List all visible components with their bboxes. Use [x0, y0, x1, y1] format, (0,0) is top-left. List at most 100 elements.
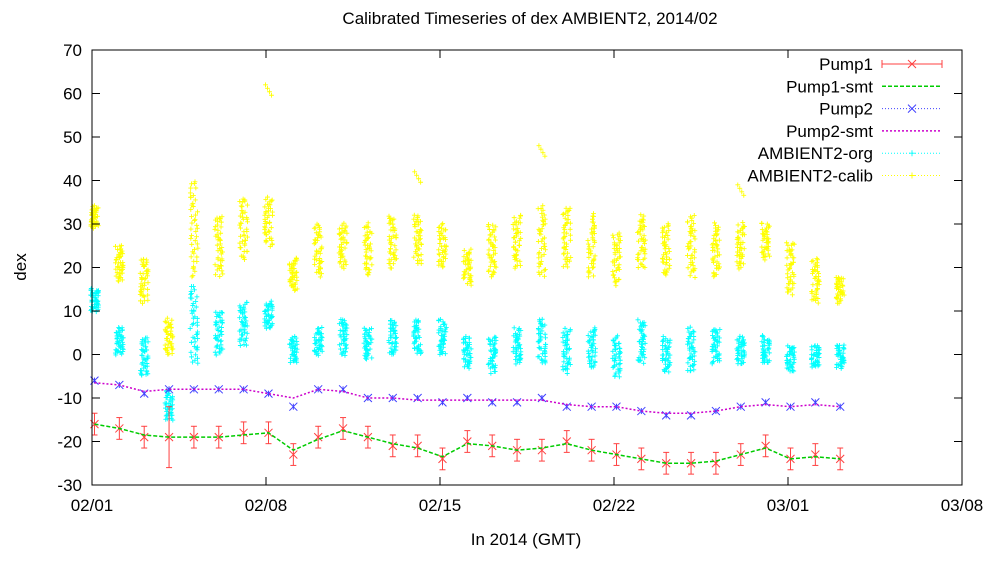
ambient2-calib-point [391, 255, 397, 261]
ambient2-calib-point [238, 253, 244, 259]
ambient2-calib-point [666, 222, 671, 228]
ambient2-calib-point [590, 234, 596, 240]
ambient2-calib-point [315, 222, 321, 228]
ambient2-calib-point [314, 248, 319, 254]
ambient2-org-point [740, 348, 746, 354]
ambient2-calib-point [244, 226, 250, 232]
ambient2-calib-point [762, 245, 768, 251]
ambient2-org-point [665, 358, 671, 364]
ambient2-calib-point [790, 270, 795, 276]
ambient2-calib-point [341, 220, 347, 226]
y-tick-label: -30 [57, 476, 82, 495]
ambient2-calib-point [785, 281, 791, 287]
ambient2-org-point [342, 318, 347, 324]
ambient2-calib-point [413, 250, 419, 256]
legend-label-pump2: Pump2 [819, 100, 873, 119]
x-tick-label: 02/08 [245, 496, 288, 515]
x-tick-label: 03/01 [767, 496, 810, 515]
ambient2-calib-point [217, 215, 222, 221]
ambient2-org-point [194, 294, 200, 300]
ambient2-calib-point [311, 225, 317, 231]
ambient2-calib-point [641, 247, 647, 253]
ambient2-org-point [366, 351, 371, 357]
ambient2-calib-point [489, 257, 495, 263]
ambient2-calib-point [139, 287, 145, 292]
ambient2-calib-point [342, 257, 348, 263]
ambient2-org-point [760, 343, 766, 349]
ambient2-calib-point [394, 256, 399, 262]
ambient2-org-point [114, 347, 120, 353]
ambient2-org-point [341, 348, 346, 354]
ambient2-org-point [463, 346, 469, 352]
ambient2-org-point [542, 358, 548, 364]
ambient2-calib-point [662, 267, 668, 273]
ambient2-calib-point [714, 242, 720, 248]
legend-marker-ambient2-calib [909, 172, 915, 179]
ambient2-calib-point [386, 213, 392, 219]
ambient2-calib-point [785, 289, 790, 295]
ambient2-org-point [95, 290, 101, 296]
ambient2-org-point [685, 326, 691, 331]
pump1-marker [288, 450, 298, 459]
ambient2-calib-point [269, 238, 275, 243]
legend-marker-ambient2-org [909, 150, 915, 157]
ambient2-calib-point [416, 257, 422, 263]
ambient2-calib-point [237, 199, 243, 204]
ambient2-org-point [392, 344, 397, 350]
ambient2-org-point [219, 325, 224, 330]
ambient2-calib-point [388, 257, 394, 263]
ambient2-calib-point [592, 253, 598, 259]
ambient2-calib-point [591, 273, 596, 279]
ambient2-calib-outlier [414, 172, 420, 178]
ambient2-org-point [760, 333, 765, 338]
ambient2-calib-point [412, 222, 418, 227]
ambient2-org-point [140, 360, 146, 365]
ambient2-org-point [710, 333, 715, 338]
ambient2-calib-point [214, 242, 220, 248]
ambient2-org-point [319, 335, 325, 341]
ambient2-org-point [542, 348, 547, 354]
ambient2-calib-point [269, 197, 275, 203]
ambient2-calib-point [541, 252, 547, 257]
ambient2-calib-point [266, 212, 272, 218]
pump2-marker [462, 393, 472, 403]
ambient2-calib-point [492, 259, 498, 264]
ambient2-org-point [315, 326, 320, 332]
ambient2-calib-point [767, 223, 772, 229]
ambient2-org-point [588, 329, 594, 335]
axes: -30 -20 -10 0 10 20 30 40 50 60 70 02/01 02/08 02/15 0… [57, 41, 983, 515]
ambient2-org-point [192, 357, 198, 363]
ambient2-org-point [92, 304, 98, 310]
ambient2-calib-point [115, 278, 121, 284]
ambient2-calib-outlier [536, 143, 542, 149]
ambient2-org-point [639, 327, 645, 333]
ambient2-calib-point [194, 254, 200, 260]
ambient2-calib-point [764, 225, 769, 231]
ambient2-org-point [564, 329, 570, 335]
series-pump2 [90, 376, 845, 420]
ambient2-org-point [243, 335, 249, 341]
ambient2-org-point [464, 362, 470, 368]
ambient2-calib-point [591, 211, 596, 216]
pump1-marker [438, 454, 447, 464]
ambient2-org-point [791, 353, 797, 359]
ambient2-calib-point [145, 292, 151, 298]
ambient2-calib-point [465, 271, 471, 277]
ambient2-calib-point [188, 207, 194, 212]
ambient2-org-point [513, 331, 518, 336]
ambient2-calib-point [813, 274, 819, 279]
y-tick-label: -10 [57, 389, 82, 408]
ambient2-org-point [617, 346, 623, 352]
ambient2-org-point [610, 348, 616, 354]
ambient2-calib-point [610, 269, 616, 274]
ambient2-calib-point [787, 266, 792, 272]
ambient2-calib-point [262, 204, 268, 210]
ambient2-calib-point [513, 247, 519, 253]
ambient2-org-point [289, 337, 295, 343]
ambient2-calib-point [340, 253, 346, 259]
ambient2-calib-point [489, 274, 494, 280]
ambient2-org-point [514, 353, 519, 359]
ambient2-calib-point [192, 247, 197, 252]
ambient2-org-point [567, 327, 573, 333]
ambient2-calib-point [314, 269, 320, 275]
